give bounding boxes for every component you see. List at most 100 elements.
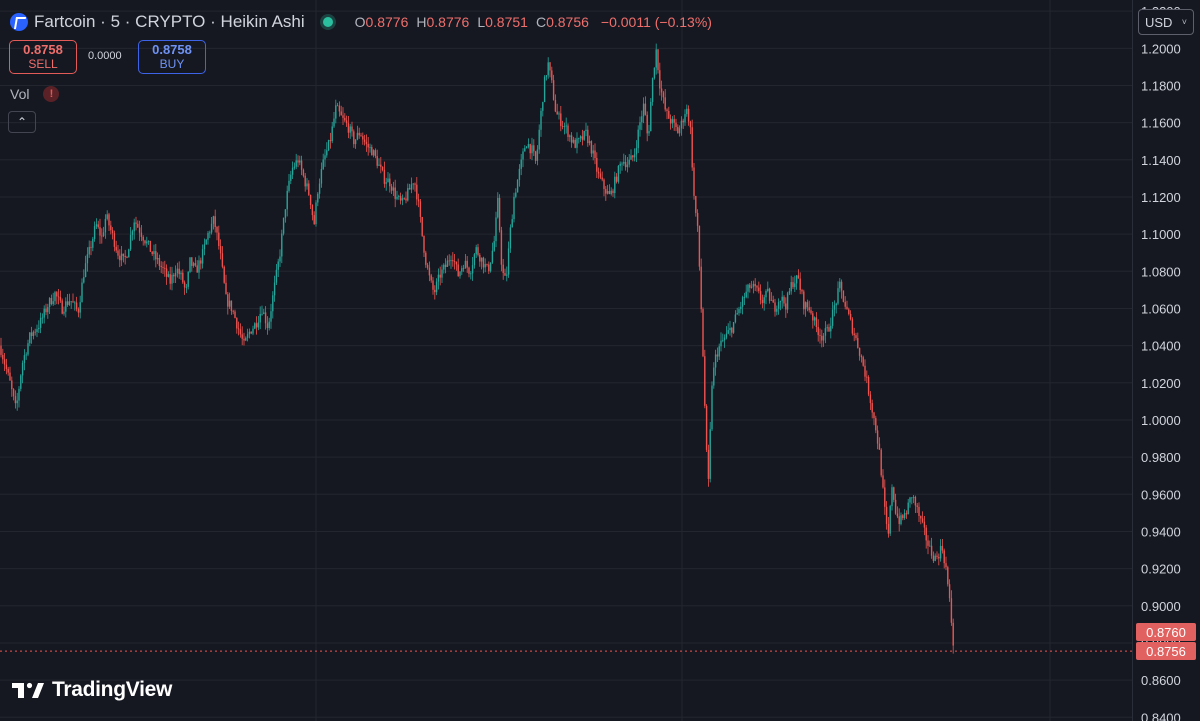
candle-body (927, 540, 929, 546)
candle-body (99, 227, 101, 236)
sell-button[interactable]: 0.8758 SELL (9, 40, 77, 74)
candle-body (803, 291, 805, 310)
price-tick-label: 1.0600 (1141, 301, 1181, 316)
candle-body (921, 518, 924, 522)
currency-select[interactable]: USD ˅ (1138, 9, 1194, 35)
candle-body (718, 346, 720, 357)
candle-body (194, 263, 197, 266)
candle-body (936, 555, 938, 557)
candle-body (666, 109, 668, 111)
candle-body (673, 119, 675, 123)
price-tag-lower: 0.8756 (1136, 642, 1196, 661)
candle-body (943, 550, 945, 564)
candle-body (867, 377, 870, 395)
candle-body (525, 146, 528, 149)
candle-body (54, 292, 56, 302)
spread-value: 0.0000 (88, 50, 122, 62)
price-tick-label: 1.0000 (1141, 413, 1181, 428)
candle-body (182, 272, 184, 283)
candle-body (812, 313, 814, 321)
candle-body (669, 118, 672, 124)
price-tick-label: 1.1800 (1141, 78, 1181, 93)
candle-body (788, 291, 791, 294)
candle-body (30, 332, 33, 336)
price-chart[interactable] (0, 0, 1132, 721)
candle-body (934, 555, 936, 561)
candle-body (396, 196, 398, 199)
candle-body (682, 120, 684, 123)
volume-indicator[interactable]: Vol ! (10, 86, 60, 102)
candle-body (180, 272, 182, 275)
price-tick-label: 0.9200 (1141, 562, 1181, 577)
candle-body (801, 290, 803, 292)
candle-body (777, 302, 780, 309)
candle-body (102, 232, 105, 236)
candle-body (153, 251, 155, 254)
candle-body (792, 282, 794, 288)
buy-button[interactable]: 0.8758 BUY (138, 40, 206, 74)
candle-body (731, 327, 733, 333)
candle-body (813, 317, 816, 321)
candle-body (786, 293, 789, 310)
candle-body (551, 70, 553, 81)
candle-body (925, 527, 927, 541)
candle-body (540, 110, 542, 130)
candle-body (23, 355, 26, 363)
candle-body (772, 299, 774, 303)
candle-body (659, 70, 661, 89)
candle-body (704, 356, 706, 406)
candle-body (601, 177, 603, 180)
candle-body (851, 319, 854, 334)
candle-body (905, 513, 908, 515)
candle-body (266, 323, 269, 328)
candle-body (110, 225, 112, 231)
symbol-exchange: CRYPTO (135, 12, 206, 31)
symbol-title[interactable]: Fartcoin · 5 · CRYPTO · Heikin Ashi (34, 12, 305, 31)
candle-body (351, 126, 353, 132)
symbol-header: Fartcoin · 5 · CRYPTO · Heikin Ashi O0.8… (10, 10, 712, 34)
price-tick-label: 0.9600 (1141, 487, 1181, 502)
candle-body (461, 268, 463, 272)
candle-body (25, 354, 27, 356)
candle-body (900, 515, 902, 524)
candle-body (842, 290, 845, 302)
candle-body (614, 176, 616, 194)
candle-body (821, 335, 823, 341)
candle-body (585, 129, 587, 131)
candle-body (338, 105, 341, 112)
candle-body (135, 222, 137, 224)
candle-body (3, 359, 6, 365)
candle-body (430, 275, 432, 281)
candle-body (745, 291, 747, 298)
candle-body (426, 264, 429, 268)
candle-body (727, 330, 729, 334)
candle-body (61, 300, 63, 314)
candle-body (587, 129, 589, 144)
candle-body (702, 309, 704, 357)
candle-body (828, 327, 830, 332)
candle-body (822, 335, 825, 341)
candle-body (63, 311, 65, 314)
candle-body (239, 329, 242, 335)
candle-body (378, 164, 380, 166)
buy-label: BUY (159, 57, 185, 71)
candle-body (320, 169, 323, 184)
candle-body (722, 340, 724, 342)
candle-body (358, 132, 360, 136)
candle-body (129, 234, 132, 250)
candle-body (795, 275, 798, 284)
candle-body (101, 235, 103, 237)
candle-body (646, 114, 648, 134)
collapse-button[interactable]: ⌃ (8, 111, 36, 133)
candle-body (236, 317, 238, 329)
candle-body (95, 224, 98, 227)
warning-icon[interactable]: ! (43, 86, 60, 102)
candle-body (624, 161, 627, 168)
candle-body (93, 226, 96, 239)
price-axis[interactable]: 1.22001.20001.18001.16001.14001.12001.10… (1132, 0, 1200, 721)
tradingview-logo[interactable]: TradingView (12, 678, 172, 702)
candle-body (138, 227, 141, 233)
candle-body (486, 264, 488, 265)
candle-body (77, 309, 80, 313)
candle-body (147, 240, 150, 242)
